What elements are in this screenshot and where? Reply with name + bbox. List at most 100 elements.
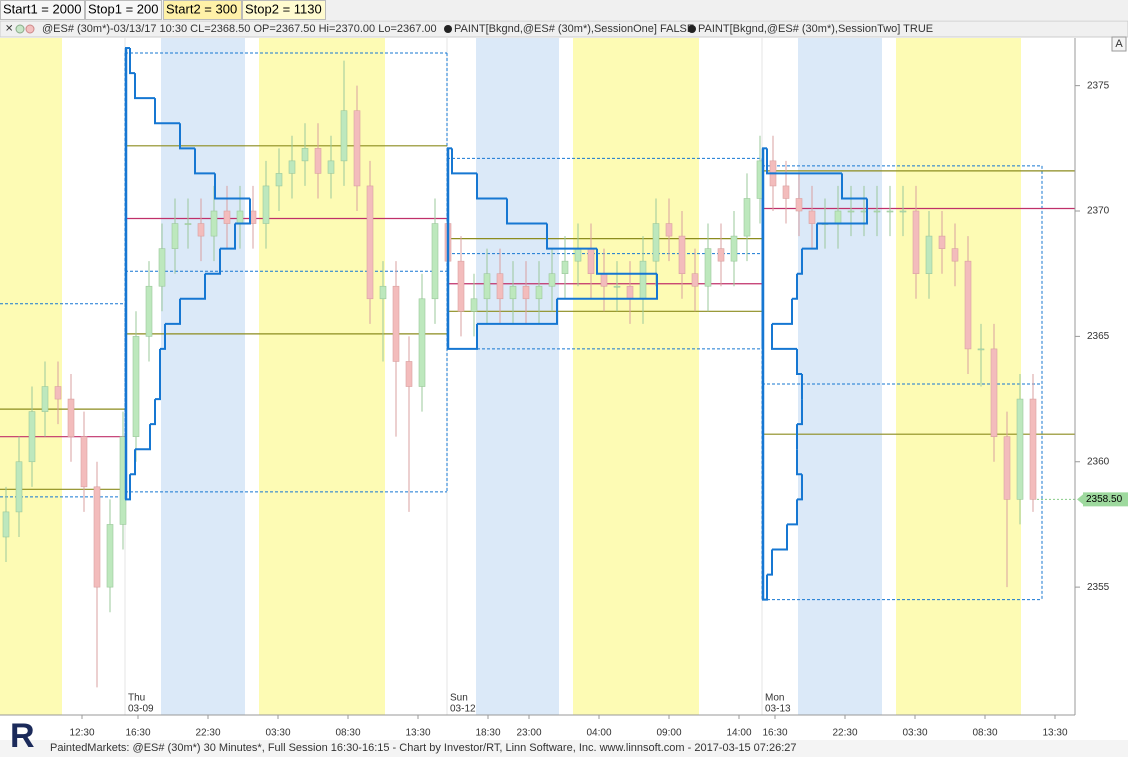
autoscale-button[interactable]: [1111, 36, 1127, 52]
candle-body: [184, 223, 192, 225]
profile-step: [165, 298, 181, 325]
candle-body: [600, 273, 608, 287]
toolbar-label[interactable]: Stop2 = 1130: [245, 1, 322, 16]
bullet: [444, 25, 452, 33]
candle-body: [41, 386, 49, 412]
candle-body: [704, 248, 712, 287]
candle-body: [743, 198, 751, 237]
candle-body: [912, 210, 920, 274]
profile-step: [772, 298, 793, 325]
candle-body: [67, 398, 75, 437]
candle-body: [210, 210, 218, 237]
bullet: [688, 25, 696, 33]
icon[interactable]: [15, 24, 25, 34]
x-tick-label: 13:30: [1042, 728, 1067, 739]
profile-step: [134, 73, 155, 100]
session-band: [476, 38, 559, 715]
candle-body: [236, 210, 244, 224]
candle-body: [509, 285, 517, 300]
candle-body: [847, 210, 855, 213]
toolbar-field[interactable]: [242, 0, 326, 20]
toolbar-label[interactable]: Start1 = 2000: [3, 1, 81, 16]
session-band: [573, 38, 699, 715]
candle-body: [470, 298, 478, 312]
close-icon[interactable]: ✕: [5, 24, 13, 35]
candle-body: [405, 361, 413, 387]
profile-step: [235, 198, 251, 225]
x-tick-label: 12:30: [69, 728, 94, 739]
candle-body: [717, 248, 725, 262]
profile-step: [129, 48, 135, 75]
candle-body: [990, 348, 998, 437]
toolbar-field[interactable]: [85, 0, 162, 20]
x-tick-label: 03:30: [265, 728, 290, 739]
y-tick-label: 2365: [1087, 331, 1110, 342]
x-tick-label: 09:00: [656, 728, 681, 739]
date-label: Sun: [450, 693, 468, 704]
footer-bar: [0, 740, 1128, 757]
info-text: @ES# (30m*)-03/13/17 10:30 CL=2368.50 OP…: [42, 23, 437, 35]
x-tick-label: 14:00: [726, 728, 751, 739]
profile-step: [447, 323, 478, 350]
toolbar-label[interactable]: Start2 = 300: [166, 1, 237, 16]
info-text: PAINT[Bkgnd,@ES# (30m*),SessionOne] FALS…: [454, 23, 694, 35]
profile-step: [557, 273, 658, 300]
profile-step: [762, 574, 768, 601]
profile-step: [214, 173, 250, 200]
session-band: [798, 38, 882, 715]
candle-body: [652, 223, 660, 262]
profile-step: [802, 223, 818, 250]
x-tick-label: 22:30: [195, 728, 220, 739]
profile-step: [797, 248, 803, 275]
button-label[interactable]: A: [1115, 38, 1123, 50]
y-tick-label: 2375: [1087, 80, 1110, 91]
profile-step: [797, 474, 803, 501]
candle-body: [691, 273, 699, 287]
candle-body: [951, 248, 959, 262]
profile-step: [451, 148, 477, 175]
profile-step: [797, 399, 803, 426]
profile-step: [787, 499, 798, 526]
candle-body: [873, 210, 881, 213]
candle-body: [964, 260, 972, 350]
profile-step: [767, 549, 773, 576]
profile-step: [130, 449, 136, 476]
candle-body: [834, 210, 842, 224]
session-band: [0, 38, 62, 715]
candle-body: [730, 235, 738, 262]
candle-body: [639, 260, 647, 300]
candle-body: [626, 285, 634, 300]
candle-body: [314, 148, 322, 174]
profile-step: [150, 399, 156, 426]
x-tick-label: 03:30: [902, 728, 927, 739]
x-tick-label: 23:00: [516, 728, 541, 739]
candle-body: [80, 436, 88, 488]
icon[interactable]: [25, 24, 35, 34]
session-band: [161, 38, 245, 715]
candle-body: [327, 160, 335, 174]
candle-body: [925, 235, 933, 274]
toolbar-field[interactable]: [163, 0, 242, 20]
candle-body: [886, 210, 894, 213]
x-tick-label: 22:30: [832, 728, 857, 739]
profile-step: [772, 524, 788, 551]
x-tick-label: 13:30: [405, 728, 430, 739]
plot-area: [0, 38, 1075, 715]
footer: PaintedMarkets: @ES# (30m*) 30 Minutes*,…: [50, 742, 797, 754]
toolbar-field[interactable]: [0, 0, 85, 20]
date-label: Mon: [765, 693, 784, 704]
x-tick-label: 16:30: [125, 728, 150, 739]
candle-body: [158, 248, 166, 287]
toolbar-label[interactable]: Stop1 = 200: [88, 1, 158, 16]
candle-body: [1003, 436, 1011, 500]
profile-step: [477, 298, 558, 325]
candle-body: [665, 223, 673, 237]
candle-body: [678, 235, 686, 274]
y-tick-label: 2370: [1087, 206, 1110, 217]
candle-body: [288, 160, 296, 174]
profile-step: [771, 323, 797, 350]
profile-step: [194, 148, 215, 175]
candle-body: [574, 248, 582, 262]
candle-body: [54, 386, 62, 400]
